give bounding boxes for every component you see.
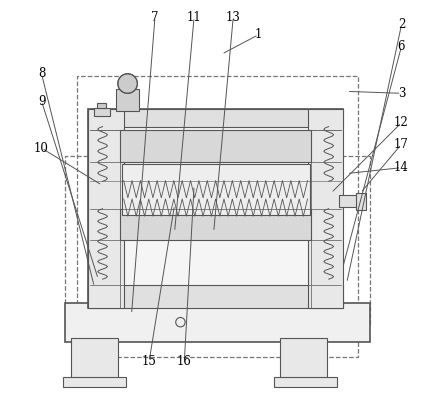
Bar bbox=[120, 130, 311, 162]
Text: 13: 13 bbox=[226, 11, 241, 24]
Text: 7: 7 bbox=[151, 11, 159, 24]
Text: 8: 8 bbox=[38, 67, 45, 80]
Text: 12: 12 bbox=[394, 116, 409, 129]
Bar bbox=[71, 338, 118, 381]
Bar bbox=[77, 76, 358, 357]
Bar bbox=[89, 285, 343, 309]
Text: 6: 6 bbox=[398, 40, 405, 53]
Bar bbox=[116, 89, 140, 111]
Bar bbox=[280, 338, 327, 381]
Bar bbox=[120, 209, 311, 240]
Bar bbox=[357, 193, 366, 210]
Text: 16: 16 bbox=[177, 355, 192, 368]
Text: 15: 15 bbox=[142, 355, 156, 368]
Bar bbox=[65, 156, 370, 324]
Bar bbox=[89, 109, 124, 309]
Bar bbox=[274, 377, 337, 387]
Bar bbox=[97, 103, 106, 108]
Bar bbox=[94, 108, 110, 115]
Text: 10: 10 bbox=[34, 141, 49, 154]
Text: 14: 14 bbox=[394, 161, 409, 174]
Text: 11: 11 bbox=[187, 11, 202, 24]
Bar bbox=[307, 109, 343, 309]
Text: 9: 9 bbox=[38, 95, 45, 108]
Text: 1: 1 bbox=[255, 28, 262, 41]
Text: 2: 2 bbox=[398, 19, 405, 32]
Bar bbox=[339, 195, 362, 207]
Bar bbox=[65, 303, 370, 342]
Bar bbox=[122, 164, 310, 215]
Bar bbox=[63, 377, 126, 387]
Bar bbox=[89, 109, 343, 309]
Text: 17: 17 bbox=[394, 138, 409, 151]
Circle shape bbox=[118, 74, 137, 93]
Bar bbox=[89, 109, 343, 126]
Text: 3: 3 bbox=[398, 87, 405, 100]
